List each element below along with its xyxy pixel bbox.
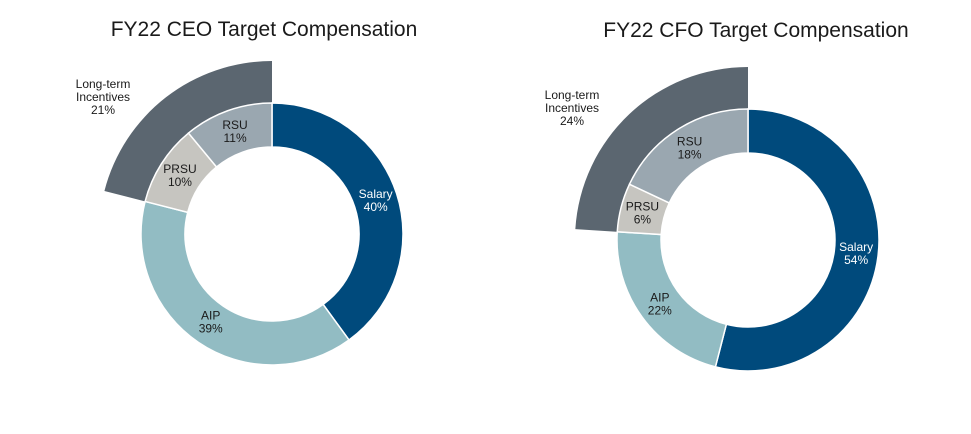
cfo-chart-title: FY22 CFO Target Compensation [603, 19, 908, 42]
cfo-long-term-incentives-label: Long-term Incentives 24% [545, 88, 600, 128]
ceo-slice-label-rsu: RSU 11% [222, 118, 247, 145]
ceo-slice-label-salary: Salary 40% [359, 187, 393, 214]
ceo-slice-rsu [187, 102, 273, 169]
ceo-chart: FY22 CEO Target Compensation Salary 40% AI… [76, 18, 418, 366]
cfo-slice-label-salary: Salary 54% [839, 240, 873, 267]
ceo-chart-title: FY22 CEO Target Compensation [111, 18, 418, 41]
cfo-chart: FY22 CFO Target Compensation Salary 54% AI… [545, 19, 909, 372]
ceo-donut-hole [185, 147, 359, 321]
ceo-slice-label-prsu: PRSU 10% [163, 162, 196, 189]
cfo-slice-label-aip: AIP 22% [648, 291, 672, 318]
cfo-donut-hole [661, 153, 835, 327]
ceo-slice-label-aip: AIP 39% [199, 309, 223, 336]
cfo-slice-label-prsu: PRSU 6% [626, 199, 659, 226]
cfo-slice-label-rsu: RSU 18% [677, 134, 702, 161]
ceo-long-term-incentives-label: Long-term Incentives 21% [76, 77, 131, 117]
